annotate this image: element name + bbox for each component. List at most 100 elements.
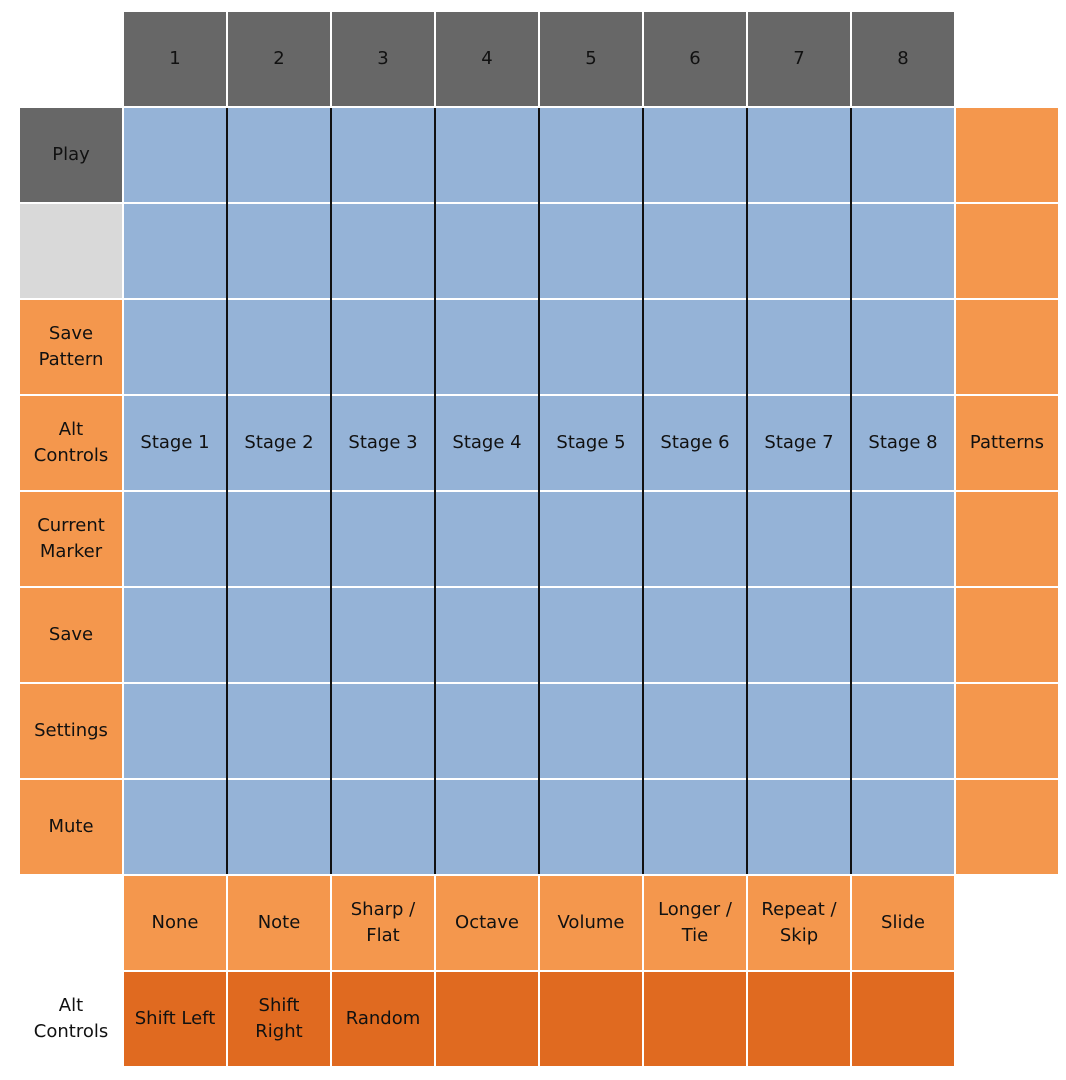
pattern-slot[interactable]	[956, 492, 1058, 586]
grid-pad[interactable]	[332, 684, 434, 778]
stage-pad-3[interactable]: Stage 3	[332, 396, 434, 490]
grid-pad[interactable]	[436, 108, 538, 202]
grid-pad[interactable]	[852, 588, 954, 682]
grid-pad[interactable]	[644, 300, 746, 394]
alt-function-button-4[interactable]	[436, 972, 538, 1066]
left-button-settings[interactable]: Settings	[20, 684, 122, 778]
grid-pad[interactable]	[332, 588, 434, 682]
grid-pad[interactable]	[540, 204, 642, 298]
pattern-slot[interactable]	[956, 108, 1058, 202]
stage-pad-8[interactable]: Stage 8	[852, 396, 954, 490]
grid-pad[interactable]	[748, 684, 850, 778]
alt-function-button-5[interactable]	[540, 972, 642, 1066]
grid-pad[interactable]	[852, 204, 954, 298]
alt-function-button-6[interactable]	[644, 972, 746, 1066]
stage-pad-4[interactable]: Stage 4	[436, 396, 538, 490]
function-button-6[interactable]: Longer / Tie	[644, 876, 746, 970]
grid-pad[interactable]	[644, 492, 746, 586]
grid-pad[interactable]	[644, 780, 746, 874]
grid-pad[interactable]	[540, 684, 642, 778]
grid-pad[interactable]	[644, 684, 746, 778]
grid-pad[interactable]	[852, 300, 954, 394]
grid-pad[interactable]	[124, 684, 226, 778]
grid-pad[interactable]	[436, 780, 538, 874]
function-button-6-label: Longer / Tie	[658, 899, 732, 946]
grid-pad[interactable]	[540, 588, 642, 682]
left-button-save-pattern[interactable]: Save Pattern	[20, 300, 122, 394]
stage-pad-5[interactable]: Stage 5	[540, 396, 642, 490]
grid-pad[interactable]	[436, 300, 538, 394]
grid-pad[interactable]	[228, 684, 330, 778]
grid-pad[interactable]	[644, 588, 746, 682]
stage-pad-7[interactable]: Stage 7	[748, 396, 850, 490]
left-button-play[interactable]: Play	[20, 108, 122, 202]
grid-pad[interactable]	[540, 108, 642, 202]
grid-pad[interactable]	[852, 780, 954, 874]
grid-pad[interactable]	[124, 588, 226, 682]
stage-pad-1[interactable]: Stage 1	[124, 396, 226, 490]
function-button-7[interactable]: Repeat / Skip	[748, 876, 850, 970]
alt-function-button-2[interactable]: Shift Right	[228, 972, 330, 1066]
grid-pad[interactable]	[228, 588, 330, 682]
function-button-8[interactable]: Slide	[852, 876, 954, 970]
grid-pad[interactable]	[124, 300, 226, 394]
stage-pad-1-label: Stage 1	[140, 432, 210, 453]
stage-pad-6[interactable]: Stage 6	[644, 396, 746, 490]
function-button-8-label: Slide	[881, 912, 925, 933]
function-button-2[interactable]: Note	[228, 876, 330, 970]
grid-pad[interactable]	[228, 492, 330, 586]
grid-pad[interactable]	[436, 684, 538, 778]
grid-pad[interactable]	[644, 204, 746, 298]
grid-pad[interactable]	[540, 780, 642, 874]
function-button-5[interactable]: Volume	[540, 876, 642, 970]
alt-function-button-1[interactable]: Shift Left	[124, 972, 226, 1066]
grid-pad[interactable]	[124, 108, 226, 202]
grid-pad[interactable]	[228, 780, 330, 874]
grid-pad[interactable]	[540, 492, 642, 586]
grid-pad[interactable]	[332, 492, 434, 586]
pattern-slot[interactable]	[956, 300, 1058, 394]
column-header-3-label: 3	[377, 48, 389, 69]
left-button-current-marker[interactable]: Current Marker	[20, 492, 122, 586]
grid-pad[interactable]	[228, 300, 330, 394]
stage-pad-2[interactable]: Stage 2	[228, 396, 330, 490]
grid-pad[interactable]	[124, 492, 226, 586]
grid-pad[interactable]	[748, 108, 850, 202]
alt-function-button-7[interactable]	[748, 972, 850, 1066]
left-button-alt-controls[interactable]: Alt Controls	[20, 396, 122, 490]
left-button-save[interactable]: Save	[20, 588, 122, 682]
function-button-3[interactable]: Sharp / Flat	[332, 876, 434, 970]
grid-pad[interactable]	[748, 204, 850, 298]
grid-pad[interactable]	[332, 204, 434, 298]
left-button-mute[interactable]: Mute	[20, 780, 122, 874]
grid-pad[interactable]	[852, 684, 954, 778]
grid-pad[interactable]	[124, 780, 226, 874]
grid-pad[interactable]	[748, 780, 850, 874]
grid-pad[interactable]	[748, 588, 850, 682]
patterns-button[interactable]: Patterns	[956, 396, 1058, 490]
grid-pad[interactable]	[852, 492, 954, 586]
pattern-slot[interactable]	[956, 204, 1058, 298]
grid-pad[interactable]	[436, 492, 538, 586]
grid-pad[interactable]	[332, 780, 434, 874]
grid-pad[interactable]	[540, 300, 642, 394]
grid-pad[interactable]	[124, 204, 226, 298]
grid-pad[interactable]	[332, 300, 434, 394]
grid-pad[interactable]	[436, 204, 538, 298]
grid-pad[interactable]	[852, 108, 954, 202]
grid-pad[interactable]	[332, 108, 434, 202]
function-button-4[interactable]: Octave	[436, 876, 538, 970]
grid-pad[interactable]	[436, 588, 538, 682]
alt-function-button-3[interactable]: Random	[332, 972, 434, 1066]
pattern-slot[interactable]	[956, 588, 1058, 682]
function-button-1[interactable]: None	[124, 876, 226, 970]
grid-pad[interactable]	[228, 108, 330, 202]
grid-pad[interactable]	[228, 204, 330, 298]
grid-pad[interactable]	[748, 300, 850, 394]
grid-pad[interactable]	[748, 492, 850, 586]
pattern-slot[interactable]	[956, 780, 1058, 874]
grid-pad[interactable]	[644, 108, 746, 202]
pattern-slot[interactable]	[956, 684, 1058, 778]
alt-function-button-8[interactable]	[852, 972, 954, 1066]
stage-pad-4-label: Stage 4	[452, 432, 522, 453]
